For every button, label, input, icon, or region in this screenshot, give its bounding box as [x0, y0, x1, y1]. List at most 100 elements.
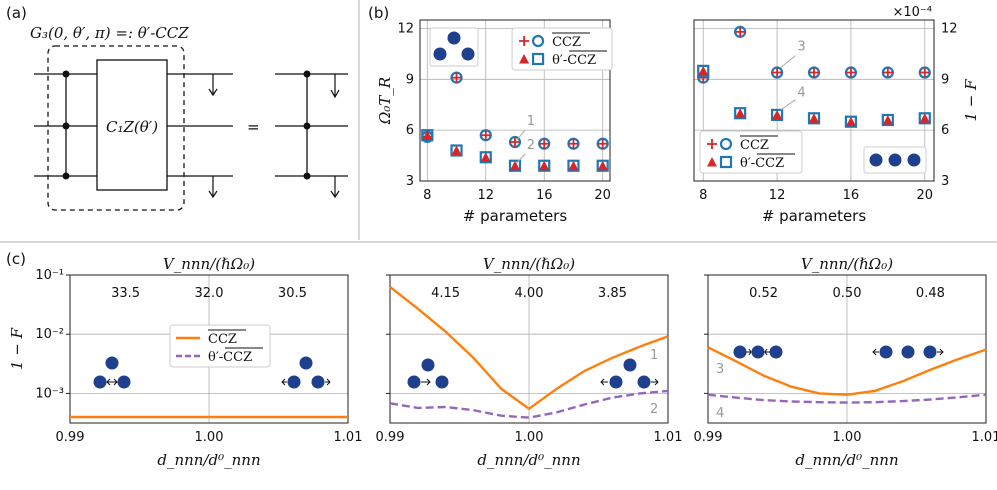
control-dot-3: [62, 172, 70, 180]
annotation-label: 2: [650, 402, 658, 417]
scale-label: ×10⁻⁴: [892, 5, 932, 20]
series-line-theta-ccz: [707, 393, 987, 404]
x-tick-label: 0.99: [694, 430, 723, 445]
plot-frame: [419, 19, 611, 182]
atom-icon: [637, 375, 651, 389]
y-tick-label: 9: [406, 72, 414, 87]
atom-icon: [888, 153, 902, 167]
y-tick-label: 10⁻³: [35, 386, 64, 401]
atom-icon: [769, 345, 783, 359]
x-tick-label: 20: [916, 188, 933, 203]
atom-icon: [923, 345, 937, 359]
marker-ccz-plus: [480, 130, 491, 141]
marker-theta-triangle: [422, 130, 433, 140]
plot-frame: [69, 274, 349, 424]
gate-box: [96, 59, 168, 191]
marker-theta-triangle: [882, 114, 893, 125]
annotation-label: 1: [527, 114, 535, 129]
marker-ccz-plus: [451, 72, 462, 83]
series-line-theta-ccz: [389, 389, 669, 419]
atom-icon: [435, 375, 449, 389]
annotation-leader: [780, 55, 796, 68]
x-tick-label: 1.00: [195, 430, 224, 445]
chart-c-3: 0.99 1.00 1.01 0.52 0.50 0.48 V_nnn/(ℏΩ₀) d_nnn…: [694, 255, 997, 469]
legend-marker-plus: [707, 139, 717, 149]
panel-a-circuit: (a) G₃(0, θ′, π) =: θ′-CCZ C₁Z(θ′) =: [6, 4, 348, 211]
top-tick-label: 0.48: [916, 286, 945, 301]
x-tick-label: 1.00: [515, 430, 544, 445]
top-axis-label: V_nnn/(ℏΩ₀): [483, 255, 575, 273]
plot-frame: [707, 274, 987, 424]
x-axis-label: d_nnn/d⁰_nnn: [477, 451, 580, 469]
y-tick-label: 3: [941, 174, 949, 189]
marker-theta-triangle: [480, 152, 491, 162]
x-tick-label: 8: [699, 188, 707, 203]
marker-ccz-plus: [919, 67, 930, 78]
atom-icon: [93, 375, 107, 389]
marker-ccz-plus: [772, 67, 783, 78]
marker-theta-triangle: [919, 113, 930, 123]
x-tick-label: 20: [594, 188, 611, 203]
atom-icon: [311, 375, 325, 389]
series-line-ccz: [707, 346, 987, 396]
annotation-label: 3: [716, 362, 724, 377]
marker-ccz-plus: [568, 138, 579, 149]
atom-icon: [609, 375, 623, 389]
atom-icon: [421, 358, 435, 372]
atom-icon: [901, 345, 915, 359]
marker-theta-triangle: [568, 160, 579, 171]
legend-marker-triangle: [707, 157, 717, 167]
legend-label: CCZ: [740, 138, 769, 153]
atom-icon: [407, 375, 421, 389]
panel-label-c: (c): [6, 250, 26, 268]
marker-ccz-plus: [845, 67, 856, 78]
marker-theta-triangle: [451, 145, 462, 155]
arrows-inward-icon: [746, 348, 770, 356]
legend-marker-triangle: [519, 54, 530, 64]
arrow-right-icon: [421, 378, 431, 386]
legend-label: θ′-CCZ: [740, 156, 784, 171]
x-tick-label: 8: [423, 188, 431, 203]
marker-theta-triangle: [845, 116, 856, 127]
marker-ccz-plus: [809, 67, 819, 78]
marker-theta-triangle: [772, 109, 783, 120]
x-tick-label: 12: [477, 188, 494, 203]
x-tick-label: 1.01: [654, 430, 683, 445]
top-axis-label: V_nnn/(ℏΩ₀): [163, 255, 255, 273]
chart-c-2: 0.99 1.00 1.01 4.15 4.00 3.85 V_nnn/(ℏΩ₀) d_nnn…: [376, 255, 683, 469]
y-tick-label: 10⁻²: [35, 327, 64, 342]
atom-icon: [623, 358, 637, 372]
x-tick-label: 0.99: [376, 430, 405, 445]
legend-marker-ring: [719, 137, 733, 151]
marker-ccz-plus: [597, 138, 608, 149]
x-tick-label: 0.99: [56, 430, 85, 445]
y-tick-label: 9: [941, 72, 949, 87]
y-axis-label: Ω₀T_R: [376, 77, 394, 125]
control-dot-2-rhs: [303, 122, 311, 130]
plot-frame: [389, 274, 669, 424]
legend-marker-ring: [531, 34, 545, 48]
annotation-leader: [780, 99, 796, 111]
annotation-label: 2: [527, 138, 535, 153]
x-tick-label: 1.01: [334, 430, 363, 445]
panel-label-b: (b): [368, 4, 389, 22]
y-axis-label: 1 − F: [8, 327, 26, 370]
control-dot-3-rhs: [303, 172, 311, 180]
atom-icon: [433, 47, 447, 61]
x-axis-label: d_nnn/d⁰_nnn: [157, 451, 260, 469]
y-axis-label: 1 − F: [962, 79, 980, 122]
arrows-outward-icon: [600, 378, 659, 386]
x-axis-label: d_nnn/d⁰_nnn: [795, 451, 898, 469]
x-tick-label: 12: [769, 188, 786, 203]
legend-marker-square: [531, 52, 545, 66]
atom-icon: [299, 356, 313, 370]
marker-theta-triangle: [698, 65, 709, 76]
atom-icon: [733, 345, 747, 359]
legend-box: [699, 130, 803, 174]
arrows-inward-icon: [106, 378, 118, 386]
x-tick-label: 1.01: [972, 430, 997, 445]
legend-label: CCZ: [208, 332, 237, 347]
